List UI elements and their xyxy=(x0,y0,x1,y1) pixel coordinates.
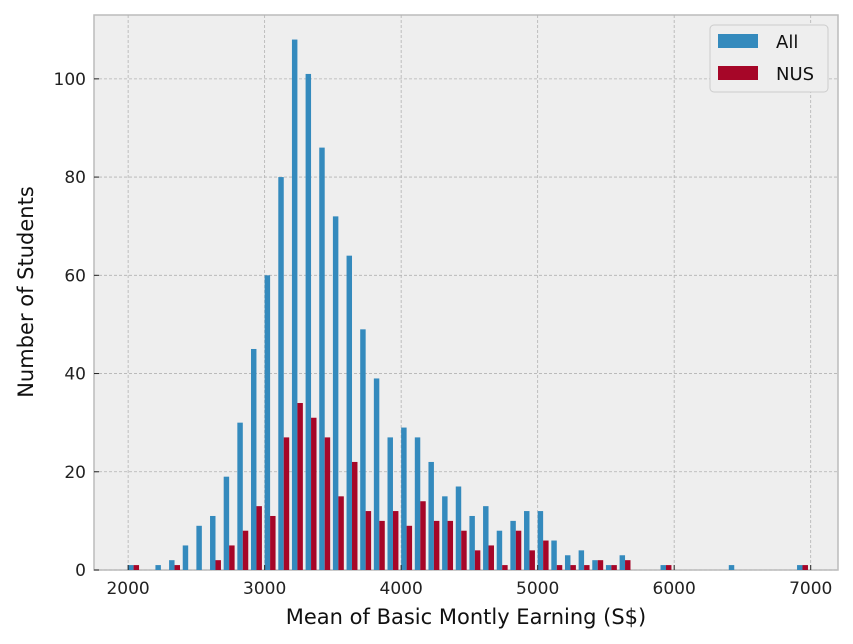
bar-all xyxy=(223,476,230,570)
bars xyxy=(128,39,808,571)
bar-all xyxy=(210,515,216,570)
tick-labels: 2000 3000 4000 5000 6000 7000 0 20 40 60 80 100 xyxy=(54,70,833,599)
bar-nus xyxy=(338,496,344,570)
bar-nus xyxy=(133,565,140,570)
bar-nus xyxy=(242,530,249,570)
y-axis-label: Number of Students xyxy=(14,186,38,398)
bar-all xyxy=(797,565,803,570)
bar-all xyxy=(250,348,257,570)
bar-all xyxy=(428,461,434,570)
bar-all xyxy=(128,565,134,570)
bar-nus xyxy=(297,403,303,570)
x-axis-label: Mean of Basic Montly Earning (S$) xyxy=(286,605,646,629)
bar-all xyxy=(346,255,353,571)
bar-nus xyxy=(474,550,481,570)
plot-background xyxy=(93,14,839,571)
bar-all xyxy=(483,506,489,570)
bar-nus xyxy=(352,461,358,570)
legend-label-all: All xyxy=(776,32,798,53)
x-tick-label: 6000 xyxy=(653,579,696,599)
y-tick-label: 80 xyxy=(64,168,86,188)
bar-all xyxy=(592,560,598,570)
bar-nus xyxy=(502,565,508,570)
bar-all xyxy=(660,565,666,570)
bar-nus xyxy=(802,565,808,570)
y-tick-label: 100 xyxy=(54,70,86,90)
bar-all xyxy=(182,545,189,570)
y-tick-label: 40 xyxy=(64,365,86,385)
bar-nus xyxy=(392,511,399,570)
bar-all xyxy=(414,437,421,570)
legend: All NUS xyxy=(709,24,829,93)
bar-nus xyxy=(625,560,631,570)
bar-all xyxy=(196,525,202,570)
bar-all xyxy=(155,565,161,570)
bar-all xyxy=(442,496,448,570)
bar-all xyxy=(305,73,312,570)
bar-all xyxy=(619,555,626,570)
bar-all xyxy=(360,329,366,570)
bar-nus xyxy=(529,550,535,570)
bar-nus xyxy=(447,520,454,570)
bar-nus xyxy=(433,520,440,570)
bar-all xyxy=(401,427,407,570)
bar-all xyxy=(264,275,271,570)
bar-all xyxy=(169,560,175,570)
bar-all xyxy=(578,550,585,570)
bar-nus xyxy=(597,560,604,570)
bar-all xyxy=(278,177,284,570)
bar-all xyxy=(387,437,393,570)
x-tick-label: 5000 xyxy=(516,579,559,599)
bar-nus xyxy=(611,565,617,570)
legend-label-nus: NUS xyxy=(776,64,814,85)
bar-nus xyxy=(570,565,576,570)
y-tick-label: 20 xyxy=(64,463,86,483)
bar-nus xyxy=(174,565,181,570)
y-tick-label: 0 xyxy=(75,561,86,581)
bar-all xyxy=(564,555,571,570)
bar-nus xyxy=(556,565,563,570)
bar-nus xyxy=(256,506,262,570)
legend-swatch-all xyxy=(718,34,758,48)
bar-nus xyxy=(543,540,549,570)
bar-nus xyxy=(311,417,317,570)
legend-swatch-nus xyxy=(718,66,758,80)
bar-all xyxy=(496,530,503,570)
bar-nus xyxy=(379,520,385,570)
bar-all xyxy=(728,565,735,570)
bar-nus xyxy=(365,511,372,570)
bar-all xyxy=(319,147,325,570)
bar-all xyxy=(291,39,298,571)
bar-nus xyxy=(215,560,221,570)
bar-all xyxy=(524,511,530,570)
bar-nus xyxy=(420,501,426,570)
bar-all xyxy=(537,511,544,570)
bar-all xyxy=(373,378,380,570)
bar-all xyxy=(605,565,612,570)
bar-all xyxy=(551,540,557,570)
x-tick-label: 2000 xyxy=(106,579,149,599)
bar-nus xyxy=(461,530,467,570)
bar-nus xyxy=(665,565,672,570)
bar-nus xyxy=(283,437,290,570)
x-tick-label: 3000 xyxy=(243,579,286,599)
bar-all xyxy=(469,515,475,570)
bar-nus xyxy=(229,545,235,570)
bar-nus xyxy=(406,525,413,570)
bar-nus xyxy=(488,545,494,570)
bar-all xyxy=(510,520,516,570)
y-tick-label: 60 xyxy=(64,266,86,286)
bar-nus xyxy=(515,530,522,570)
bar-all xyxy=(237,422,243,570)
x-tick-label: 4000 xyxy=(380,579,423,599)
bar-nus xyxy=(324,437,331,570)
bar-all xyxy=(455,486,462,570)
bar-nus xyxy=(584,565,590,570)
bar-nus xyxy=(270,515,276,570)
bar-all xyxy=(332,216,339,570)
x-tick-label: 7000 xyxy=(789,579,832,599)
